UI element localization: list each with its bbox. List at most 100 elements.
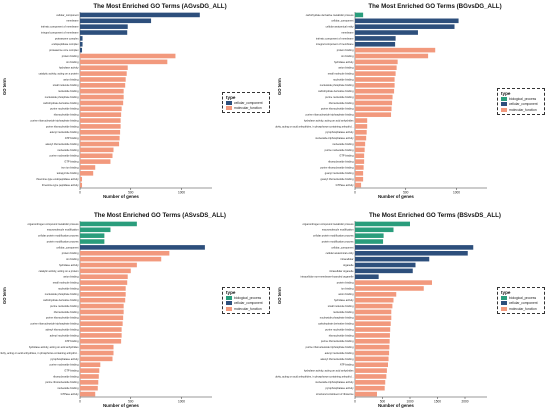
category-label: pyrophosphatase activity (325, 386, 354, 390)
category-label: nucleoside phosphate binding (320, 83, 354, 87)
category-label: adenyl nucleotide binding (50, 333, 79, 337)
category-label: purine nucleotide binding (325, 327, 354, 331)
category-label: purine nucleoside binding (325, 148, 354, 152)
bar (80, 286, 126, 291)
category-label: catalytic activity, acting on a protein (39, 72, 79, 76)
category-label: organelle (343, 263, 354, 267)
bar (355, 129, 367, 135)
x-axis-label: Number of genes (378, 194, 414, 199)
bar (355, 30, 418, 35)
bar (355, 245, 474, 250)
category-label: adenyl nucleotide binding (325, 351, 354, 355)
bar (80, 280, 128, 285)
bar (355, 233, 384, 238)
legend-item-molecular-function: molecular_function (501, 306, 541, 311)
category-label: purine ribonucleoside triphosphate bindi… (31, 118, 79, 122)
category-label: purine ribonucleotide binding (321, 339, 354, 343)
category-label: ion binding (341, 54, 354, 58)
category-label: purine ribonucleoside triphosphate bindi… (31, 322, 79, 326)
category-label: ATP binding (65, 136, 79, 140)
bar (355, 159, 365, 164)
bar (80, 24, 128, 29)
bar (80, 239, 105, 244)
bar (355, 338, 390, 344)
category-label: purine ribonucleotide binding (46, 124, 79, 128)
category-label: nucleoside-triphosphatase activity (315, 380, 354, 384)
bar (80, 176, 83, 182)
legend-swatch (226, 301, 232, 306)
category-label: small molecule binding (53, 281, 79, 285)
category-label: purine ribonucleoside binding (320, 165, 354, 169)
bar (355, 315, 392, 321)
bar (355, 12, 364, 18)
bar (80, 268, 131, 274)
x-tick-label: 500 (380, 400, 386, 404)
legend: type cellular_component molecular_functi… (222, 92, 270, 114)
category-label: hydrolase activity, acting on acid anhyd… (304, 369, 354, 373)
category-label: membrane (66, 19, 79, 23)
bar (80, 245, 205, 250)
category-label: purine nucleotide binding (50, 304, 79, 308)
bar (355, 303, 393, 309)
category-label: ribonucleoside binding (53, 374, 79, 378)
category-label: proteasome core complex (49, 48, 79, 52)
x-axis-label: Number of genes (103, 194, 139, 199)
bar (80, 135, 120, 141)
category-label: purine nucleoside binding (50, 363, 79, 367)
category-label: ribonucleotide binding (329, 333, 354, 337)
category-label: ribonucleotide binding (329, 101, 354, 105)
category-label: carbohydrate derivative binding (43, 101, 79, 105)
category-label: hydrolase activity, acting on acid anhyd… (275, 374, 354, 378)
legend-item-cellular-component: cellular_component (501, 301, 541, 306)
bar (80, 374, 99, 379)
category-label: adenyl ribonucleotide binding (46, 327, 80, 331)
category-label: ribonucleoside binding (328, 160, 354, 164)
category-label: hydrolase activity, acting on acid anhyd… (275, 124, 354, 128)
x-tick-label: 500 (403, 191, 409, 195)
category-label: anion binding (63, 77, 79, 81)
bar (80, 171, 94, 176)
bar (355, 333, 390, 338)
category-label: macromolecule modification (47, 228, 79, 232)
category-label: ion binding (66, 60, 79, 64)
category-label: anion binding (338, 66, 354, 70)
bar (80, 227, 111, 233)
x-tick-label: 0 (354, 191, 356, 195)
legend-swatch (226, 101, 232, 106)
legend-label: biological_process (509, 296, 537, 301)
bar (80, 362, 101, 368)
bar (355, 77, 395, 82)
bar (80, 65, 128, 71)
chart-plot-bgvsdg: 0 500 1000 carbohydrate derivative metaboli… (275, 12, 487, 195)
category-label: adenyl nucleotide binding (50, 130, 79, 134)
bar (80, 292, 126, 297)
category-label: guanyl ribonucleotide binding (321, 177, 355, 181)
category-label: purine nucleotide binding (50, 107, 79, 111)
category-label: pyrophosphatase activity (50, 357, 79, 361)
category-label: membrane (341, 30, 354, 34)
category-label: macromolecule modification (322, 228, 354, 232)
legend-label: molecular_function (234, 106, 262, 111)
category-label: cellular_component (331, 19, 353, 23)
category-label: adenyl ribonucleotide binding (46, 142, 80, 146)
legend-item-molecular-function: molecular_function (226, 306, 266, 311)
bar (355, 250, 468, 256)
x-axis-label: Number of genes (378, 403, 414, 408)
category-label: ATP binding (65, 339, 79, 343)
legend: type biological_process cellular_compone… (497, 88, 545, 115)
bar (80, 327, 122, 332)
legend-swatch (501, 102, 507, 107)
category-label: GTP binding (64, 160, 79, 164)
chart-panel-bsvsds: 0 500 1000 1500 2000 organonitrogen compound … (275, 209, 550, 417)
category-label: intrinsic component of membrane (41, 25, 79, 29)
category-label: nucleoside phosphate binding (320, 316, 354, 320)
category-label: hydrolase activity (59, 66, 79, 70)
x-tick-label: 1000 (178, 400, 185, 404)
legend-item-molecular-function: molecular_function (501, 107, 541, 112)
bar (355, 118, 368, 123)
bar (80, 53, 176, 59)
legend-label: biological_process (234, 296, 262, 301)
legend-item-biological-process: biological_process (226, 296, 266, 301)
x-tick-label: 500 (128, 400, 134, 404)
bar (355, 53, 429, 59)
